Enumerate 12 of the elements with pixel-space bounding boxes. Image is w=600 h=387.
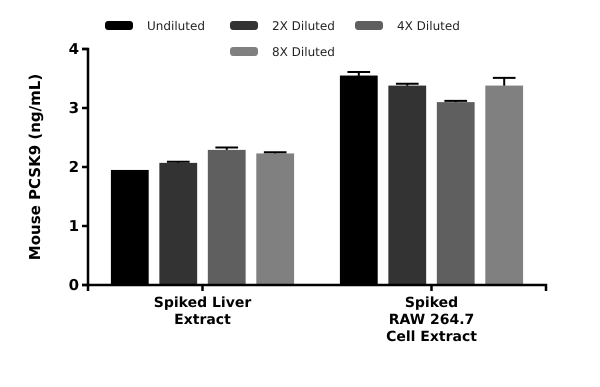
- y-tick-label: 2: [68, 158, 79, 176]
- y-tick-label: 0: [68, 276, 79, 294]
- legend-label: 4X Diluted: [397, 19, 460, 33]
- y-axis-title: Mouse PCSK9 (ng/mL): [26, 74, 44, 260]
- legend-label: 8X Diluted: [272, 45, 335, 59]
- y-tick-label: 1: [68, 216, 79, 235]
- legend-label: Undiluted: [147, 19, 205, 33]
- legend-label: 2X Diluted: [272, 19, 335, 33]
- x-tick-label: Spiked Liver Extract: [154, 295, 252, 328]
- x-tick-label: Spiked RAW 264.7 Cell Extract: [386, 295, 478, 345]
- y-tick-label: 3: [68, 98, 79, 117]
- y-tick-label: 4: [68, 40, 79, 58]
